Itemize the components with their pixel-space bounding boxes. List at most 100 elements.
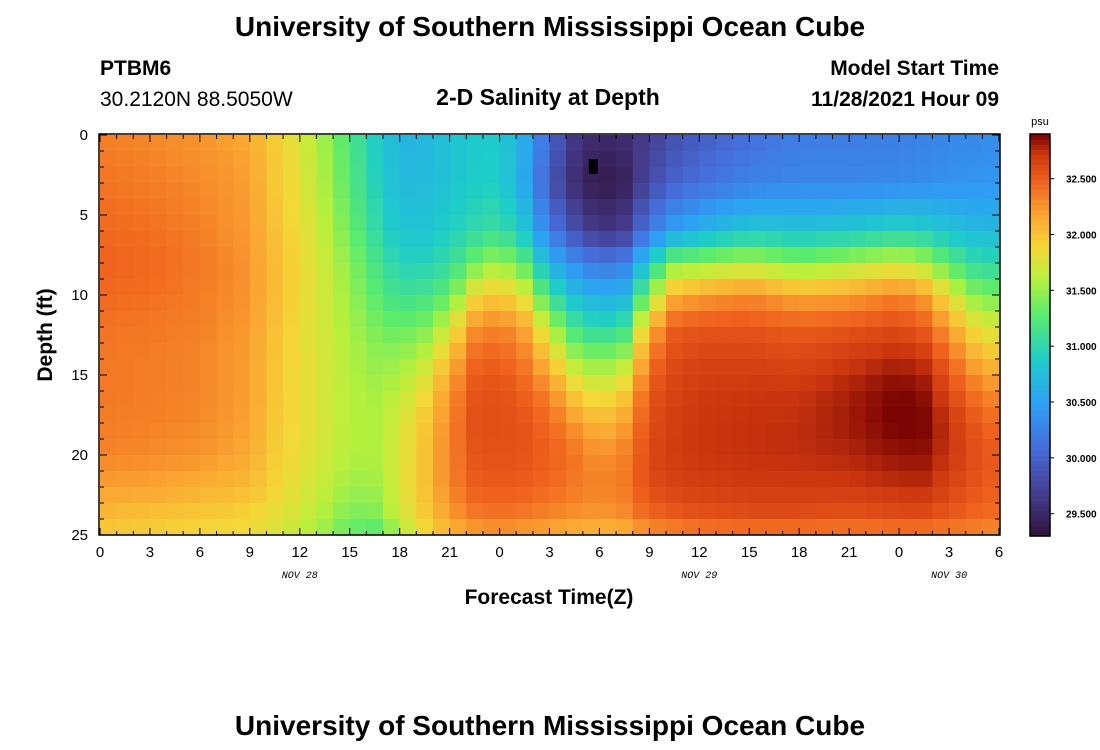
heatmap-cell <box>482 279 501 296</box>
heatmap-cell <box>616 135 634 152</box>
heatmap-cell <box>815 375 834 392</box>
heatmap-cell <box>666 359 684 376</box>
heatmap-cell <box>249 215 268 232</box>
heatmap-cell <box>449 487 467 504</box>
heatmap-cell <box>899 359 917 376</box>
heatmap-cell <box>865 215 884 232</box>
heatmap-cell <box>882 391 900 408</box>
heatmap-cell <box>732 343 750 360</box>
heatmap-cell <box>865 231 884 248</box>
y-tick-label: 10 <box>71 287 88 304</box>
heatmap-cell <box>266 455 284 472</box>
colorbar-segment <box>1030 365 1050 371</box>
heatmap-cell <box>849 391 867 408</box>
heatmap-cell <box>682 439 700 456</box>
heatmap-cell <box>732 295 750 312</box>
heatmap-cell <box>865 295 884 312</box>
heatmap-cell <box>849 231 867 248</box>
colorbar-segment <box>1030 179 1050 185</box>
heatmap-cell <box>782 423 800 440</box>
heatmap-cell <box>399 359 417 376</box>
heatmap-cell <box>299 135 318 152</box>
heatmap-cell <box>499 407 517 424</box>
heatmap-cell <box>932 471 950 488</box>
heatmap-cell <box>299 471 318 488</box>
heatmap-cell <box>482 231 501 248</box>
heatmap-cell <box>166 503 184 520</box>
heatmap-cell <box>366 359 384 376</box>
heatmap-cell <box>632 311 650 328</box>
heatmap-cell <box>616 439 634 456</box>
heatmap-cell <box>183 375 201 392</box>
heatmap-cell <box>732 247 750 264</box>
heatmap-cell <box>815 311 834 328</box>
heatmap-cell <box>399 247 417 264</box>
heatmap-cell <box>166 375 184 392</box>
heatmap-cell <box>715 263 734 280</box>
heatmap-cell <box>982 199 1000 216</box>
heatmap-cell <box>932 311 950 328</box>
heatmap-cell <box>266 151 284 168</box>
heatmap-cell <box>449 167 467 184</box>
heatmap-cell <box>349 311 367 328</box>
heatmap-cell <box>832 503 850 520</box>
heatmap-cell <box>166 439 184 456</box>
heatmap-cell <box>416 231 434 248</box>
heatmap-cell <box>183 455 201 472</box>
heatmap-cell <box>965 439 983 456</box>
heatmap-cell <box>915 151 934 168</box>
heatmap-cell <box>666 327 684 344</box>
heatmap-cell <box>216 423 234 440</box>
heatmap-cell <box>233 327 251 344</box>
heatmap-cell <box>532 279 551 296</box>
heatmap-cell <box>782 279 800 296</box>
heatmap-cell <box>899 487 917 504</box>
heatmap-cell <box>233 151 251 168</box>
heatmap-cell <box>383 167 401 184</box>
colorbar-segment <box>1030 425 1050 432</box>
heatmap-cell <box>882 263 900 280</box>
heatmap-cell <box>366 471 384 488</box>
heatmap-cell <box>882 359 900 376</box>
heatmap-cell <box>183 343 201 360</box>
heatmap-cell <box>982 407 1000 424</box>
heatmap-cell <box>782 167 800 184</box>
heatmap-cell <box>416 135 434 152</box>
heatmap-cell <box>383 295 401 312</box>
heatmap-cell <box>383 471 401 488</box>
heatmap-cell <box>882 407 900 424</box>
heatmap-cell <box>582 471 601 488</box>
heatmap-cell <box>299 439 318 456</box>
heatmap-cell <box>283 247 301 264</box>
heatmap-cell <box>199 423 218 440</box>
heatmap-cell <box>532 135 551 152</box>
heatmap-cell <box>799 231 817 248</box>
heatmap-cell <box>166 391 184 408</box>
heatmap-cell <box>199 199 218 216</box>
heatmap-cell <box>299 423 318 440</box>
heatmap-cell <box>466 135 484 152</box>
heatmap-cell <box>532 247 551 264</box>
heatmap-cell <box>283 407 301 424</box>
heatmap-cell <box>449 455 467 472</box>
heatmap-cell <box>199 151 218 168</box>
heatmap-cell <box>582 327 601 344</box>
heatmap-cell <box>599 247 617 264</box>
heatmap-cell <box>982 167 1000 184</box>
heatmap-cell <box>233 439 251 456</box>
heatmap-cell <box>666 391 684 408</box>
heatmap-cell <box>865 167 884 184</box>
heatmap-cell <box>383 231 401 248</box>
heatmap-cell <box>432 407 451 424</box>
heatmap-cell <box>815 391 834 408</box>
heatmap-cell <box>632 215 650 232</box>
heatmap-cell <box>299 375 318 392</box>
heatmap-cell <box>266 199 284 216</box>
heatmap-cell <box>449 295 467 312</box>
heatmap-cell <box>682 247 700 264</box>
heatmap-cell <box>249 247 268 264</box>
heatmap-cell <box>149 247 168 264</box>
heatmap-cell <box>249 343 268 360</box>
heatmap-cell <box>499 487 517 504</box>
heatmap-cell <box>499 231 517 248</box>
